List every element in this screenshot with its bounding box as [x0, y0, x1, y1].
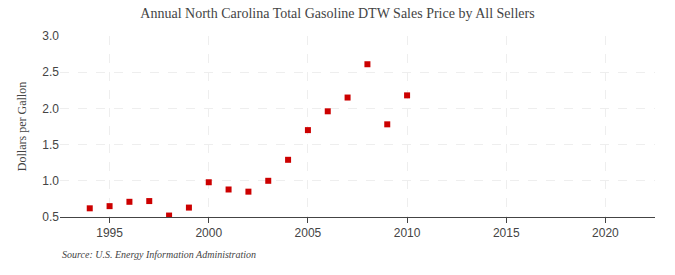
svg-text:2020: 2020 — [592, 226, 619, 240]
svg-text:Annual North Carolina Total Ga: Annual North Carolina Total Gasoline DTW… — [140, 6, 534, 21]
svg-text:1995: 1995 — [96, 226, 123, 240]
svg-text:1.0: 1.0 — [42, 174, 59, 188]
svg-text:2010: 2010 — [394, 226, 421, 240]
svg-text:1.5: 1.5 — [42, 138, 59, 152]
svg-text:2005: 2005 — [295, 226, 322, 240]
svg-text:0.5: 0.5 — [42, 210, 59, 224]
svg-text:2000: 2000 — [195, 226, 222, 240]
svg-text:3.0: 3.0 — [42, 29, 59, 43]
svg-text:Dollars per Gallon: Dollars per Gallon — [15, 82, 29, 171]
svg-text:2.5: 2.5 — [42, 65, 59, 79]
svg-text:Source: U.S. Energy Informatio: Source: U.S. Energy Information Administ… — [62, 249, 256, 260]
svg-text:2015: 2015 — [493, 226, 520, 240]
svg-text:2.0: 2.0 — [42, 102, 59, 116]
